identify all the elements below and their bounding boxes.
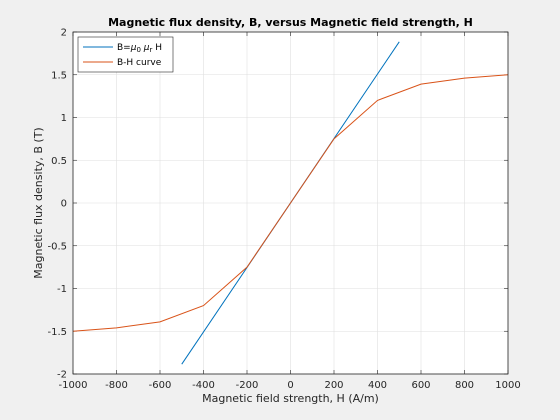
- y-tick-label: 2: [61, 28, 67, 39]
- chart-title: Magnetic flux density, B, versus Magneti…: [108, 16, 473, 29]
- x-tick-label: 0: [287, 380, 293, 391]
- x-tick-labels: -1000 -800 -600 -400 -200 0 200 400 600 800 1000: [58, 380, 520, 391]
- series-line-bh-curve: [72, 74, 509, 332]
- x-tick-label: 200: [324, 380, 343, 391]
- x-tick-label: -800: [105, 380, 128, 391]
- y-axis-label: Magnetic flux density, B (T): [32, 127, 45, 278]
- y-tick-label: 0: [61, 199, 67, 210]
- series-lines: [72, 41, 509, 365]
- legend-label-bh: B-H curve: [117, 58, 162, 68]
- x-tick-label: 1000: [495, 380, 520, 391]
- x-tick-label: -600: [149, 380, 172, 391]
- x-axis-label: Magnetic field strength, H (A/m): [202, 392, 379, 405]
- y-tick-label: 1.5: [51, 70, 67, 81]
- x-tick-label: 400: [368, 380, 387, 391]
- y-tick-label: -0.5: [47, 241, 67, 252]
- x-tick-label: -400: [192, 380, 215, 391]
- legend: B=μ0 μr H B-H curve: [77, 36, 174, 73]
- y-tick-label: -1: [57, 284, 67, 295]
- legend-box: [77, 36, 174, 73]
- x-tick-label: -200: [236, 380, 259, 391]
- x-tick-label: -1000: [58, 380, 87, 391]
- x-tick-label: 600: [411, 380, 430, 391]
- y-tick-labels: -2 -1.5 -1 -0.5 0 0.5 1 1.5 2: [47, 28, 67, 381]
- plot-frame: [72, 31, 509, 375]
- legend-label-linear: B=μ0 μr H: [117, 43, 162, 54]
- y-tick-label: -1.5: [47, 327, 67, 338]
- y-tick-label: 0.5: [51, 156, 67, 167]
- y-tick-label: -2: [57, 370, 67, 381]
- x-tick-label: 800: [455, 380, 474, 391]
- y-tick-label: 1: [61, 113, 67, 124]
